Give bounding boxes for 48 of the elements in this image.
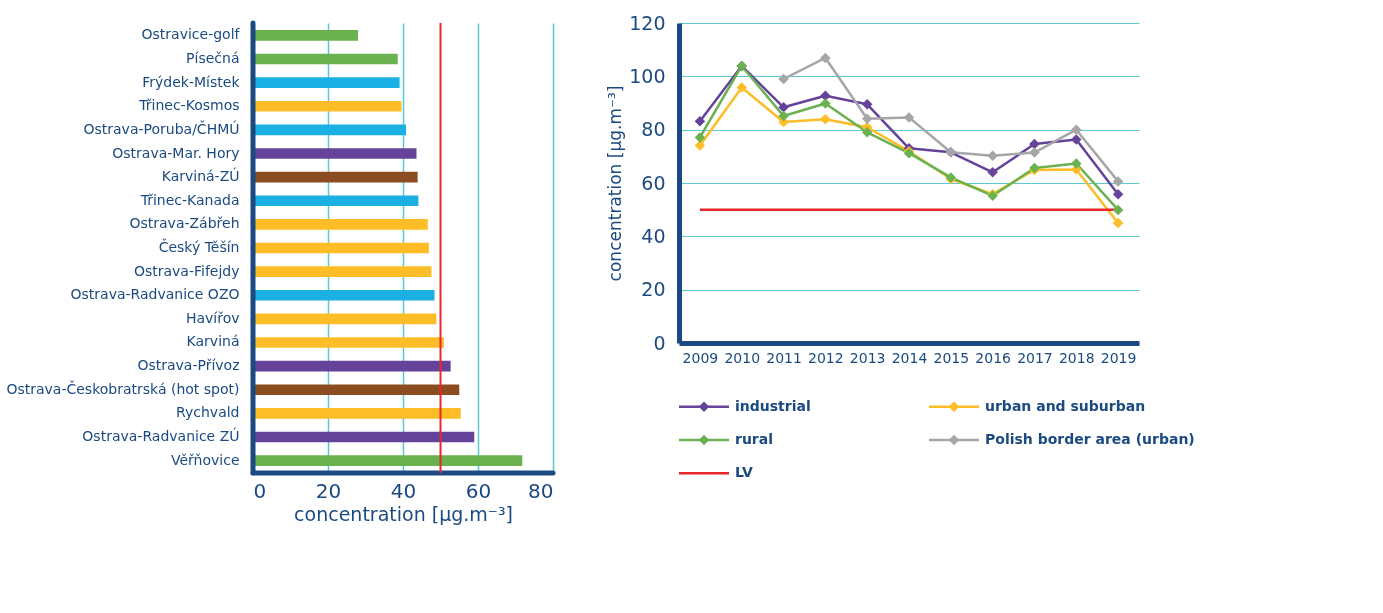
x-tick-label: 2015 [933,349,970,366]
legend-label: rural [735,431,774,447]
y-tick-label: Karviná [186,333,240,350]
x-axis-title: concentration [μg.m⁻³] [294,502,513,525]
x-tick-label: 2013 [849,349,886,366]
x-tick-label: 40 [390,478,417,503]
x-tick-label: 2011 [766,349,802,366]
x-tick-label: 2018 [1058,349,1095,366]
y-tick-label: Havířov [185,309,240,326]
x-tick-label: 2017 [1017,349,1053,366]
legend-label: industrial [735,397,811,414]
y-tick-label: Frýdek-Místek [142,73,241,90]
y-tick-label: Ostrava-Mar. Hory [112,144,240,161]
y-tick-label: Český Těšín [158,238,240,255]
y-tick-label: Písečná [186,50,240,67]
x-tick-label: 2014 [891,349,928,366]
x-tick-label: 20 [315,478,342,503]
x-tick-label: 60 [465,478,492,503]
x-tick-label: 2009 [682,349,719,366]
x-tick-label: 0 [253,478,267,503]
y-tick-label: Ostrava-Zábřeh [129,215,240,232]
y-tick-label: Věřňovice [170,451,240,468]
y-tick-label: Ostravice-golf [141,26,241,43]
y-tick-label: 120 [629,11,666,34]
y-tick-label: 20 [641,278,666,301]
y-tick-label: Ostrava-Přívoz [137,357,240,374]
y-tick-label: Ostrava-Českobratrská (hot spot) [6,379,240,397]
legend-label: LV [735,464,753,481]
y-axis-title: concentration [μg.m⁻³] [605,85,626,282]
x-tick-label: 2016 [975,349,1012,366]
y-tick-label: Třinec-Kanada [139,191,240,208]
y-tick-label: Karviná-ZÚ [161,167,240,185]
y-tick-label: Třinec-Kosmos [138,97,240,114]
y-tick-label: Ostrava-Poruba/ČHMÚ [83,119,240,137]
y-tick-label: Rychvald [176,404,240,421]
x-tick-label: 2010 [724,349,761,366]
x-tick-label: 80 [528,478,554,503]
y-tick-label: 100 [629,64,666,87]
legend-label: Polish border area (urban) [985,431,1195,447]
y-tick-label: 60 [641,171,666,194]
y-tick-label: 40 [641,224,666,247]
y-tick-label: Ostrava-Radvanice ZÚ [82,426,240,444]
y-tick-label: Ostrava-Radvanice OZO [70,286,240,303]
x-tick-label: 2012 [808,349,844,366]
y-tick-label: Ostrava-Fifejdy [133,262,240,279]
x-tick-label: 2019 [1100,349,1137,366]
y-tick-label: 80 [641,118,666,141]
legend-label: urban and suburban [985,397,1146,414]
